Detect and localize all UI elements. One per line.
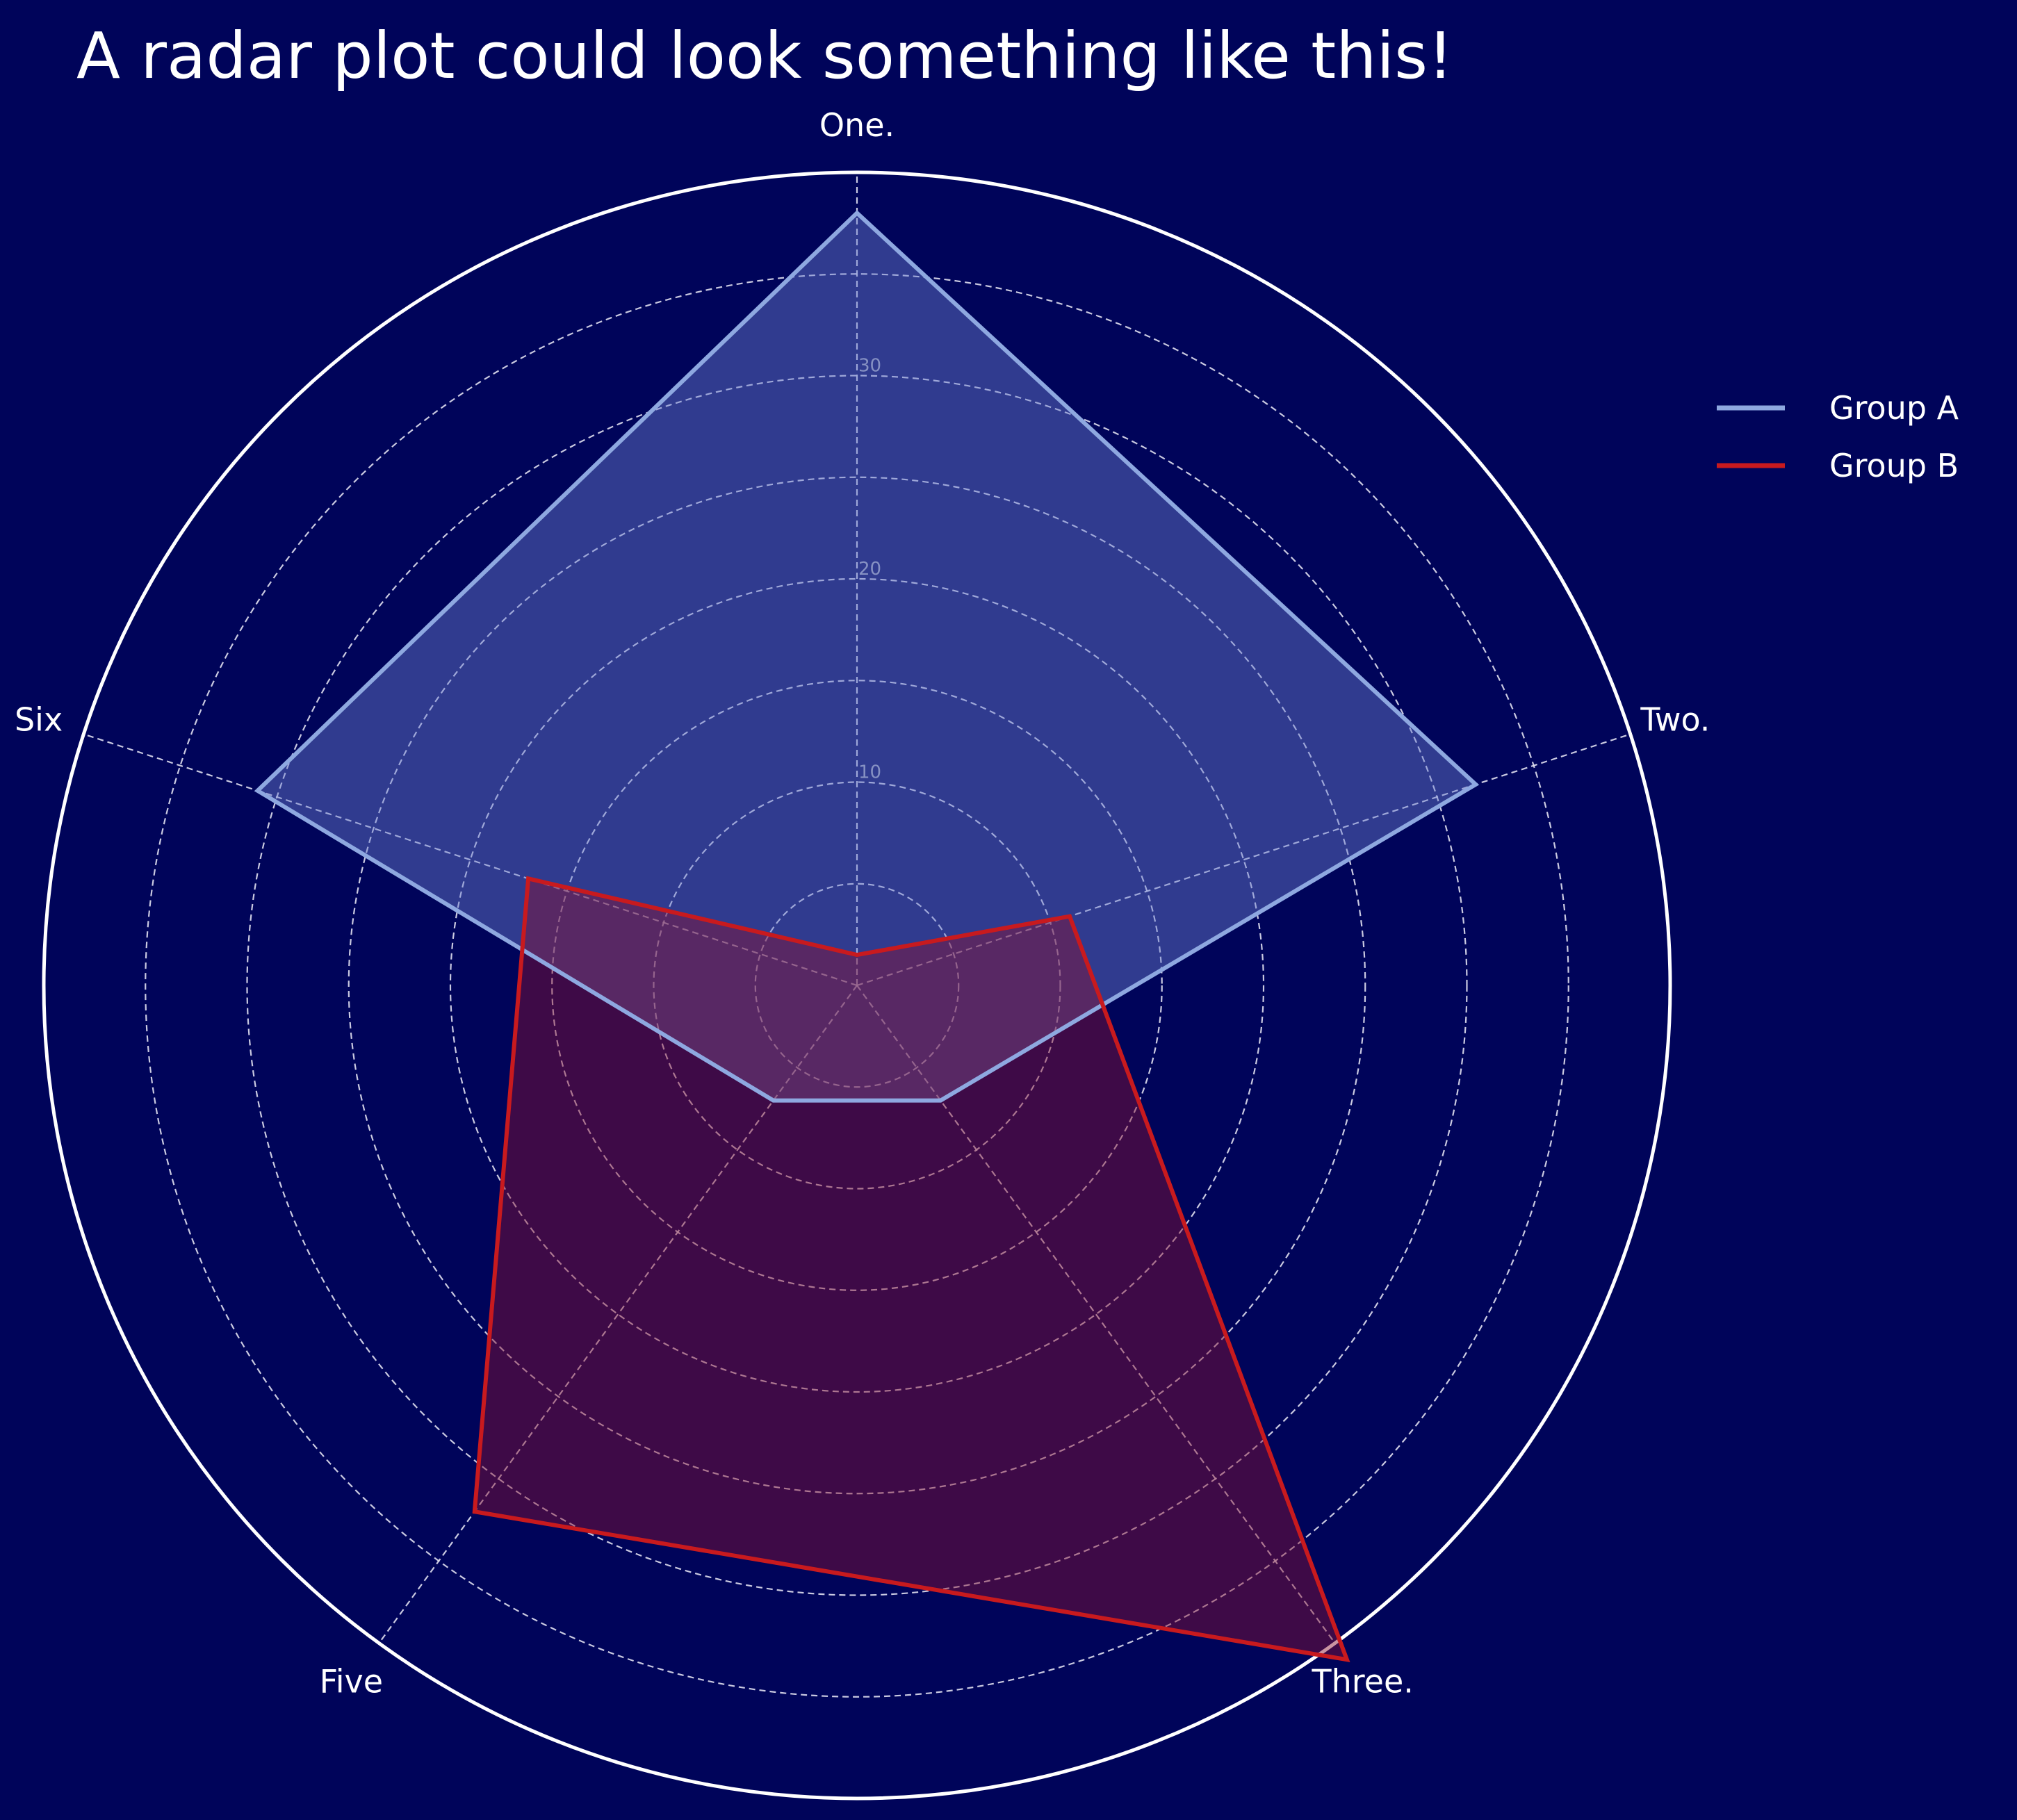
radar-series	[254, 210, 1480, 1663]
rtick-label: 30	[858, 356, 881, 377]
legend-label: Group A	[1829, 389, 1959, 427]
grid-ring	[653, 781, 1061, 1190]
grid-ring	[348, 476, 1366, 1495]
grid-spoke	[856, 985, 1336, 1644]
category-label: One.	[819, 106, 895, 144]
category-label: Two.	[1640, 700, 1710, 738]
grid-spoke	[83, 733, 858, 987]
rtick-label: 20	[858, 559, 881, 580]
grid-ring	[449, 577, 1265, 1393]
series-fill	[257, 213, 1476, 1101]
grid-ring	[551, 680, 1163, 1291]
series-fill	[474, 878, 1347, 1660]
series-line	[254, 210, 1480, 1103]
grid-ring	[246, 375, 1468, 1596]
grid-ring	[754, 883, 960, 1088]
legend: Group A Group B	[1717, 389, 1959, 484]
radar-grid: 10 20 30	[42, 170, 1672, 1801]
legend-label: Group B	[1829, 447, 1959, 484]
grid-spoke	[378, 985, 858, 1644]
category-label: Six	[15, 700, 63, 738]
category-label: Five	[320, 1663, 383, 1700]
rtick-label: 10	[858, 762, 881, 783]
outer-ring	[42, 170, 1672, 1801]
chart-title: A radar plot could look something like t…	[76, 19, 1453, 93]
category-label: Three.	[1312, 1663, 1414, 1700]
axis-labels: One. Two. Three. Five Six	[15, 106, 1710, 1700]
grid-spoke	[856, 733, 1631, 987]
series-line	[472, 876, 1350, 1663]
